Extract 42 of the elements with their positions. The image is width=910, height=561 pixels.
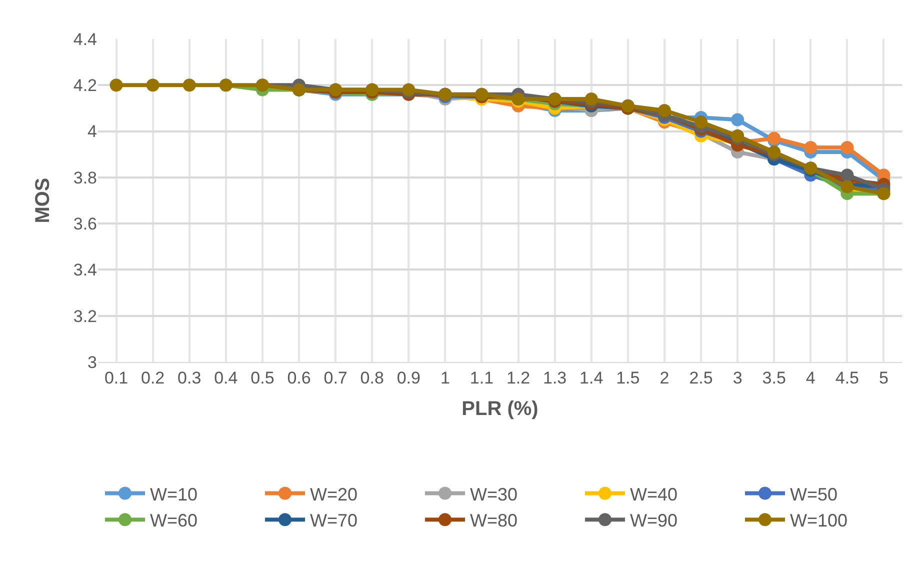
y-axis-title: MOS <box>32 178 54 224</box>
x-tick-label: 0.4 <box>214 368 238 388</box>
x-tick-label: 1.5 <box>616 368 640 388</box>
x-tick-label: 0.3 <box>178 368 202 388</box>
x-tick-label: 1.3 <box>543 368 567 388</box>
y-tick-label: 4.4 <box>73 30 97 49</box>
x-tick-label: 0.1 <box>104 368 128 388</box>
x-tick-label: 0.8 <box>360 368 384 388</box>
legend-label: W=100 <box>790 510 848 531</box>
x-tick-label: 0.7 <box>324 368 348 388</box>
x-axis-title: PLR (%) <box>462 398 538 420</box>
x-tick-label: 0.6 <box>287 368 311 388</box>
legend-label: W=60 <box>150 510 198 531</box>
y-tick-label: 3 <box>88 352 97 372</box>
x-tick-label: 1.2 <box>506 368 530 388</box>
legend-label: W=80 <box>470 510 518 531</box>
legend-label: W=10 <box>150 484 198 504</box>
x-tick-label: 5 <box>878 368 888 388</box>
legend-label: W=90 <box>630 510 678 531</box>
legend-label: W=40 <box>630 484 678 504</box>
x-tick-label: 3.5 <box>762 368 786 388</box>
legend-label: W=50 <box>790 484 838 504</box>
x-tick-label: 1.1 <box>470 368 494 388</box>
x-tick-label: 3 <box>732 368 742 388</box>
x-tick-label: 2 <box>660 368 670 388</box>
x-tick-label: 1.4 <box>580 368 604 388</box>
x-tick-label: 4 <box>806 368 816 388</box>
legend-label: W=20 <box>310 484 358 504</box>
x-tick-label: 4.5 <box>835 368 859 388</box>
y-tick-label: 4.2 <box>73 76 97 96</box>
x-tick-label: 2.5 <box>689 368 713 388</box>
x-tick-label: 0.2 <box>141 368 165 388</box>
y-tick-label: 4 <box>88 122 97 142</box>
y-tick-label: 3.4 <box>73 260 97 280</box>
legend-label: W=70 <box>310 510 358 531</box>
y-tick-label: 3.2 <box>73 306 97 326</box>
y-tick-label: 3.8 <box>73 168 97 188</box>
x-tick-label: 0.9 <box>396 368 420 388</box>
y-tick-label: 3.6 <box>73 214 97 234</box>
legend-label: W=30 <box>470 484 518 504</box>
x-tick-label: 1 <box>440 368 450 388</box>
x-tick-label: 0.5 <box>250 368 274 388</box>
